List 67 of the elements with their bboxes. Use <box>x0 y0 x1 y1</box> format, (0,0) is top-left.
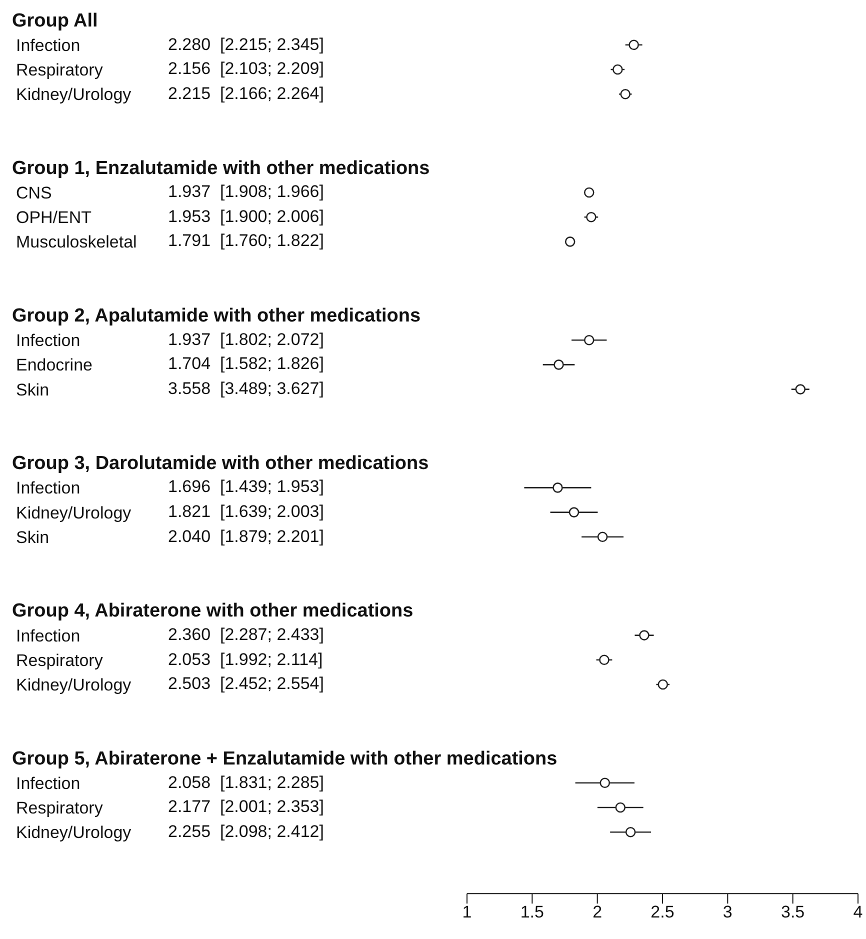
data-label: 1.696 [1.439; 1.953] <box>168 476 324 498</box>
x-tick-label: 4 <box>853 902 863 922</box>
y-tick-label: Respiratory <box>16 650 104 670</box>
point <box>620 88 631 100</box>
point <box>584 334 594 346</box>
data-label: 2.255 [2.098; 2.412] <box>168 820 324 843</box>
data-label: 2.177 [2.001; 2.353] <box>168 796 324 818</box>
y-tick-label: Respiratory <box>16 798 104 818</box>
point <box>597 532 608 542</box>
y-tick-label: Infection <box>16 331 80 350</box>
data-label: 1.704 [1.582; 1.826] <box>168 353 324 376</box>
y-tick-label: Respiratory <box>16 60 104 80</box>
y-tick-label: Group 3, Darolutamide with other medications <box>12 453 429 474</box>
data-label: 1.953 [1.900; 2.006] <box>168 206 324 228</box>
data-label: 2.503 [2.452; 2.554] <box>168 673 324 696</box>
x-tick-label: 3 <box>722 902 732 922</box>
data-label: 1.791 [1.760; 1.822] <box>168 230 324 252</box>
y-tick-label: Group 4, Abiraterone with other medications <box>12 600 414 622</box>
data-label: 2.215 [2.166; 2.264] <box>168 82 324 105</box>
point <box>615 802 626 813</box>
data-label: 2.280 [2.215; 2.345] <box>168 34 324 56</box>
x-tick-label: 2 <box>592 902 602 922</box>
data-label: 1.937 [1.802; 2.072] <box>168 328 324 351</box>
point <box>795 384 806 394</box>
y-tick-label: Skin <box>16 528 50 547</box>
data-label: 2.156 [2.103; 2.209] <box>168 58 324 80</box>
y-tick-label: Kidney/Urology <box>16 85 132 104</box>
data-label: 1.937 [1.908; 1.966] <box>168 181 324 204</box>
y-tick-label: CNS <box>16 184 52 202</box>
y-tick-label: Group All <box>12 10 98 32</box>
point <box>625 826 636 838</box>
data-label: 3.558 [3.489; 3.627] <box>168 378 324 400</box>
point <box>568 507 580 518</box>
y-tick-label: Group 2, Apalutamide with other medications <box>12 306 421 326</box>
point <box>564 236 576 247</box>
y-tick-label: Musculoskeletal <box>16 232 137 252</box>
y-tick-label: Infection <box>16 36 80 55</box>
y-tick-label: OPH/ENT <box>16 208 92 228</box>
y-tick-label: Skin <box>16 380 50 400</box>
y-tick-label: Kidney/Urology <box>16 823 132 842</box>
y-tick-label: Kidney/Urology <box>16 675 132 694</box>
point <box>612 64 623 75</box>
point <box>639 630 650 640</box>
y-tick-label: Infection <box>16 774 80 793</box>
point <box>552 482 563 493</box>
y-tick-label: Infection <box>16 626 80 646</box>
x-tick-label: 3.5 <box>781 902 805 922</box>
point <box>599 654 610 666</box>
point <box>628 40 639 50</box>
x-tick-label: 1.5 <box>520 902 544 922</box>
y-tick-label: Infection <box>16 478 80 498</box>
data-label: 2.040 [1.879; 2.201] <box>168 526 324 548</box>
y-tick-label: Group 5, Abiraterone + Enzalutamide with other medications <box>12 748 558 770</box>
y-tick-label: Endocrine <box>16 356 92 375</box>
point <box>584 187 594 198</box>
y-tick-label: Group 1, Enzalutamide with other medications <box>12 158 430 179</box>
point <box>658 679 668 690</box>
point <box>554 360 564 370</box>
x-tick-label: 2.5 <box>650 902 674 922</box>
data-label: 2.058 [1.831; 2.285] <box>168 772 324 794</box>
point <box>600 778 610 788</box>
data-label: 1.821 [1.639; 2.003] <box>168 501 324 523</box>
x-tick-label: 1 <box>462 902 472 922</box>
data-label: 2.360 [2.287; 2.433] <box>168 624 324 646</box>
data-label: 2.053 [1.992; 2.114] <box>168 648 323 671</box>
point <box>586 212 596 222</box>
y-tick-label: Kidney/Urology <box>16 503 132 522</box>
